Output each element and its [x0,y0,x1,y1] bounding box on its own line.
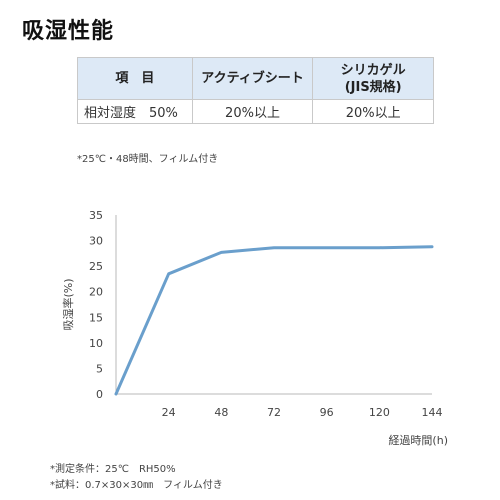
y-tick-labels: 0 5 10 15 20 25 30 35 [89,209,103,401]
header-silica-line2: (JIS規格) [344,79,402,95]
data-point [326,247,328,249]
y-tick-label: 10 [89,337,103,350]
header-silica: シリカゲル (JIS規格) [312,57,434,100]
data-point [431,246,433,248]
data-point [115,393,117,395]
x-axis-title: 経過時間(h) [388,434,448,447]
y-tick-label: 25 [89,260,103,273]
data-point [220,251,222,253]
note-test-condition: *25℃・48時間、フィルム付き [77,154,219,165]
spec-table: 項 目 アクティブシート シリカゲル (JIS規格) 相対湿度 50% 20%以… [77,57,434,124]
y-tick-label: 30 [89,235,103,248]
x-tick-label: 48 [214,406,228,419]
row-label: 相対湿度 50% [77,99,193,124]
y-axis-title: 吸湿率(%) [61,278,75,330]
note-sample: *試料：0.7×30×30㎜ フィルム付き [50,480,223,491]
series-group [114,245,434,396]
x-tick-label: 24 [162,406,176,419]
data-point [168,273,170,275]
x-tick-label: 96 [320,406,334,419]
header-product: アクティブシート [191,57,314,100]
x-tick-label: 144 [422,406,443,419]
y-tick-label: 5 [96,362,103,375]
header-silica-line1: シリカゲル [340,62,406,78]
data-point [273,247,275,249]
table-header-row: 項 目 アクティブシート シリカゲル (JIS規格) [77,57,434,100]
note-measurement-condition: *測定条件：25℃ RH50% [50,464,176,475]
page-title: 吸湿性能 [22,19,115,44]
x-tick-labels: 24 48 72 96 120 144 [162,406,443,419]
y-tick-label: 0 [96,388,103,401]
silica-value: 20%以上 [312,99,434,124]
x-tick-label: 120 [369,406,390,419]
y-tick-label: 15 [89,311,103,324]
data-point [378,247,380,249]
y-tick-label: 20 [89,286,103,299]
y-tick-label: 35 [89,209,103,222]
product-value: 20%以上 [191,99,314,124]
x-tick-label: 72 [267,406,281,419]
table-row: 相対湿度 50% 20%以上 20%以上 [77,99,434,124]
header-item: 項 目 [77,57,193,100]
series-line [114,245,434,396]
